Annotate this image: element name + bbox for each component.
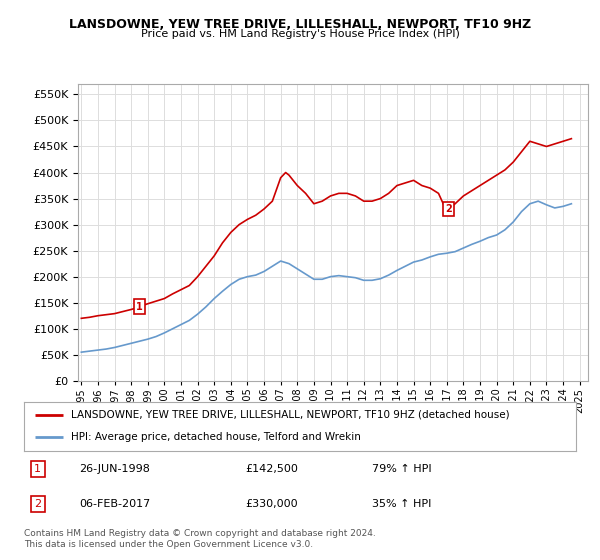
Text: £142,500: £142,500 [245, 464, 298, 474]
Text: 1: 1 [136, 302, 143, 311]
Text: 79% ↑ HPI: 79% ↑ HPI [372, 464, 431, 474]
Text: 35% ↑ HPI: 35% ↑ HPI [372, 499, 431, 509]
Text: Price paid vs. HM Land Registry's House Price Index (HPI): Price paid vs. HM Land Registry's House … [140, 29, 460, 39]
Text: 2: 2 [34, 499, 41, 509]
Text: 06-FEB-2017: 06-FEB-2017 [79, 499, 151, 509]
Text: £330,000: £330,000 [245, 499, 298, 509]
Text: 26-JUN-1998: 26-JUN-1998 [79, 464, 150, 474]
Text: 1: 1 [34, 464, 41, 474]
Text: Contains HM Land Registry data © Crown copyright and database right 2024.
This d: Contains HM Land Registry data © Crown c… [24, 529, 376, 549]
Text: 2: 2 [445, 204, 452, 214]
Text: LANSDOWNE, YEW TREE DRIVE, LILLESHALL, NEWPORT, TF10 9HZ (detached house): LANSDOWNE, YEW TREE DRIVE, LILLESHALL, N… [71, 410, 509, 420]
Text: LANSDOWNE, YEW TREE DRIVE, LILLESHALL, NEWPORT, TF10 9HZ: LANSDOWNE, YEW TREE DRIVE, LILLESHALL, N… [69, 18, 531, 31]
Text: HPI: Average price, detached house, Telford and Wrekin: HPI: Average price, detached house, Telf… [71, 432, 361, 442]
